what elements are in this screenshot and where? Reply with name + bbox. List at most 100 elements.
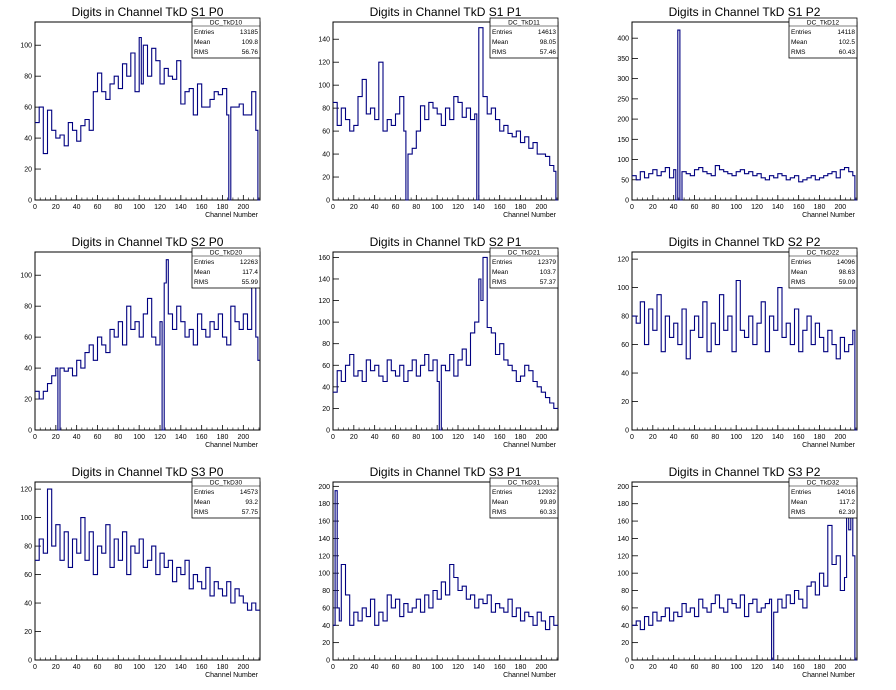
x-axis-label: Channel Number — [802, 672, 856, 679]
x-tick-label: 60 — [691, 204, 699, 211]
y-tick-label: 100 — [617, 157, 629, 164]
stats-label-mean: Mean — [791, 499, 808, 506]
x-axis-label: Channel Number — [205, 212, 259, 219]
chart-panel-4: Digits in Channel TkD S2 P0 0 20 40 60 80 100 1… — [20, 235, 261, 449]
x-tick-label: 40 — [371, 204, 379, 211]
y-tick-label: 120 — [617, 553, 629, 560]
stats-label-rms: RMS — [791, 509, 806, 516]
stats-label-entries: Entries — [194, 29, 215, 36]
x-tick-label: 0 — [33, 434, 37, 441]
series-line — [632, 279, 857, 431]
plot-frame — [631, 481, 858, 661]
chart-panel-8: Digits in Channel TkD S3 P1 0 20 40 60 80 100 1… — [318, 465, 559, 679]
y-tick-label: 250 — [617, 96, 629, 103]
series-line — [35, 259, 260, 431]
x-tick-label: 180 — [515, 434, 527, 441]
y-tick-label: 60 — [24, 572, 32, 579]
stats-name: DC_TkD10 — [210, 20, 243, 27]
stats-value-rms: 59.09 — [839, 279, 856, 286]
x-tick-label: 20 — [649, 204, 657, 211]
x-tick-label: 80 — [114, 204, 122, 211]
chart-panel-6: Digits in Channel TkD S2 P2 0 20 40 60 80 100 1… — [617, 235, 858, 449]
series-line — [35, 36, 260, 201]
stats-box: DC_TkD32 Entries 14016 Mean 117.2 RMS 62.39 — [788, 477, 858, 519]
stats-box-frame — [191, 477, 261, 519]
y-tick-label: 60 — [621, 342, 629, 349]
x-tick-label: 0 — [331, 434, 335, 441]
x-tick-label: 180 — [515, 664, 527, 671]
stats-value-mean: 103.7 — [540, 269, 557, 276]
stats-value-rms: 55.99 — [242, 279, 259, 286]
y-tick-label: 20 — [24, 167, 32, 174]
x-tick-label: 180 — [814, 434, 826, 441]
stats-value-rms: 56.76 — [242, 49, 259, 56]
x-tick-label: 160 — [196, 434, 208, 441]
stats-box-frame — [489, 247, 559, 289]
y-tick-label: 0 — [28, 198, 32, 205]
y-tick-label: 0 — [625, 658, 629, 665]
x-tick-label: 80 — [711, 204, 719, 211]
x-tick-label: 140 — [772, 204, 784, 211]
y-tick-label: 100 — [20, 515, 32, 522]
y-tick-label: 100 — [318, 571, 330, 578]
x-tick-label: 80 — [412, 434, 420, 441]
y-tick-label: 60 — [322, 129, 330, 136]
chart-panel-7: Digits in Channel TkD S3 P0 0 20 40 60 80 100 1… — [20, 465, 261, 679]
stats-box: DC_TkD20 Entries 12263 Mean 117.4 RMS 55.99 — [191, 247, 261, 289]
x-tick-label: 140 — [473, 204, 485, 211]
x-tick-label: 80 — [412, 204, 420, 211]
y-tick-label: 150 — [617, 137, 629, 144]
series-line — [632, 485, 857, 661]
y-tick-label: 160 — [318, 255, 330, 262]
x-tick-label: 100 — [431, 664, 443, 671]
stats-name: DC_TkD21 — [508, 250, 541, 257]
x-tick-label: 120 — [751, 664, 763, 671]
chart-title: Digits in Channel TkD S3 P1 — [370, 465, 522, 479]
stats-label-entries: Entries — [492, 259, 513, 266]
stats-name: DC_TkD32 — [807, 480, 840, 487]
y-tick-label: 100 — [318, 320, 330, 327]
y-tick-label: 140 — [318, 276, 330, 283]
x-tick-label: 200 — [834, 434, 846, 441]
stats-label-entries: Entries — [492, 29, 513, 36]
stats-box: DC_TkD12 Entries 14118 Mean 102.5 RMS 60.43 — [788, 17, 858, 59]
x-tick-label: 60 — [691, 664, 699, 671]
y-tick-label: 80 — [322, 106, 330, 113]
y-tick-label: 140 — [318, 37, 330, 44]
stats-label-rms: RMS — [791, 49, 806, 56]
y-tick-label: 20 — [621, 399, 629, 406]
y-tick-label: 40 — [24, 601, 32, 608]
x-tick-label: 180 — [217, 664, 229, 671]
x-tick-label: 100 — [431, 434, 443, 441]
y-tick-label: 80 — [322, 588, 330, 595]
chart-panel-9: Digits in Channel TkD S3 P2 0 20 40 60 80 100 1… — [617, 465, 858, 679]
y-tick-label: 0 — [326, 428, 330, 435]
y-tick-label: 80 — [322, 341, 330, 348]
y-tick-label: 20 — [24, 629, 32, 636]
x-tick-label: 100 — [133, 204, 145, 211]
x-tick-label: 0 — [33, 664, 37, 671]
y-tick-label: 50 — [621, 177, 629, 184]
plot-frame — [631, 251, 858, 431]
stats-value-entries: 12932 — [538, 489, 556, 496]
x-tick-label: 40 — [73, 664, 81, 671]
y-tick-label: 80 — [621, 314, 629, 321]
chart-title: Digits in Channel TkD S3 P2 — [669, 465, 821, 479]
x-tick-label: 120 — [452, 664, 464, 671]
stats-name: DC_TkD31 — [508, 480, 541, 487]
x-tick-label: 100 — [133, 434, 145, 441]
y-tick-label: 140 — [318, 536, 330, 543]
x-tick-label: 200 — [834, 664, 846, 671]
stats-value-rms: 60.43 — [839, 49, 856, 56]
stats-value-entries: 14096 — [837, 259, 855, 266]
stats-value-mean: 117.2 — [839, 499, 855, 506]
stats-name: DC_TkD22 — [807, 250, 840, 257]
x-tick-label: 160 — [494, 434, 506, 441]
x-axis-label: Channel Number — [503, 442, 557, 449]
stats-box-frame — [191, 247, 261, 289]
x-tick-label: 40 — [371, 664, 379, 671]
stats-value-mean: 98.63 — [839, 269, 856, 276]
y-tick-label: 160 — [617, 519, 629, 526]
x-tick-label: 40 — [670, 434, 678, 441]
x-tick-label: 140 — [175, 434, 187, 441]
